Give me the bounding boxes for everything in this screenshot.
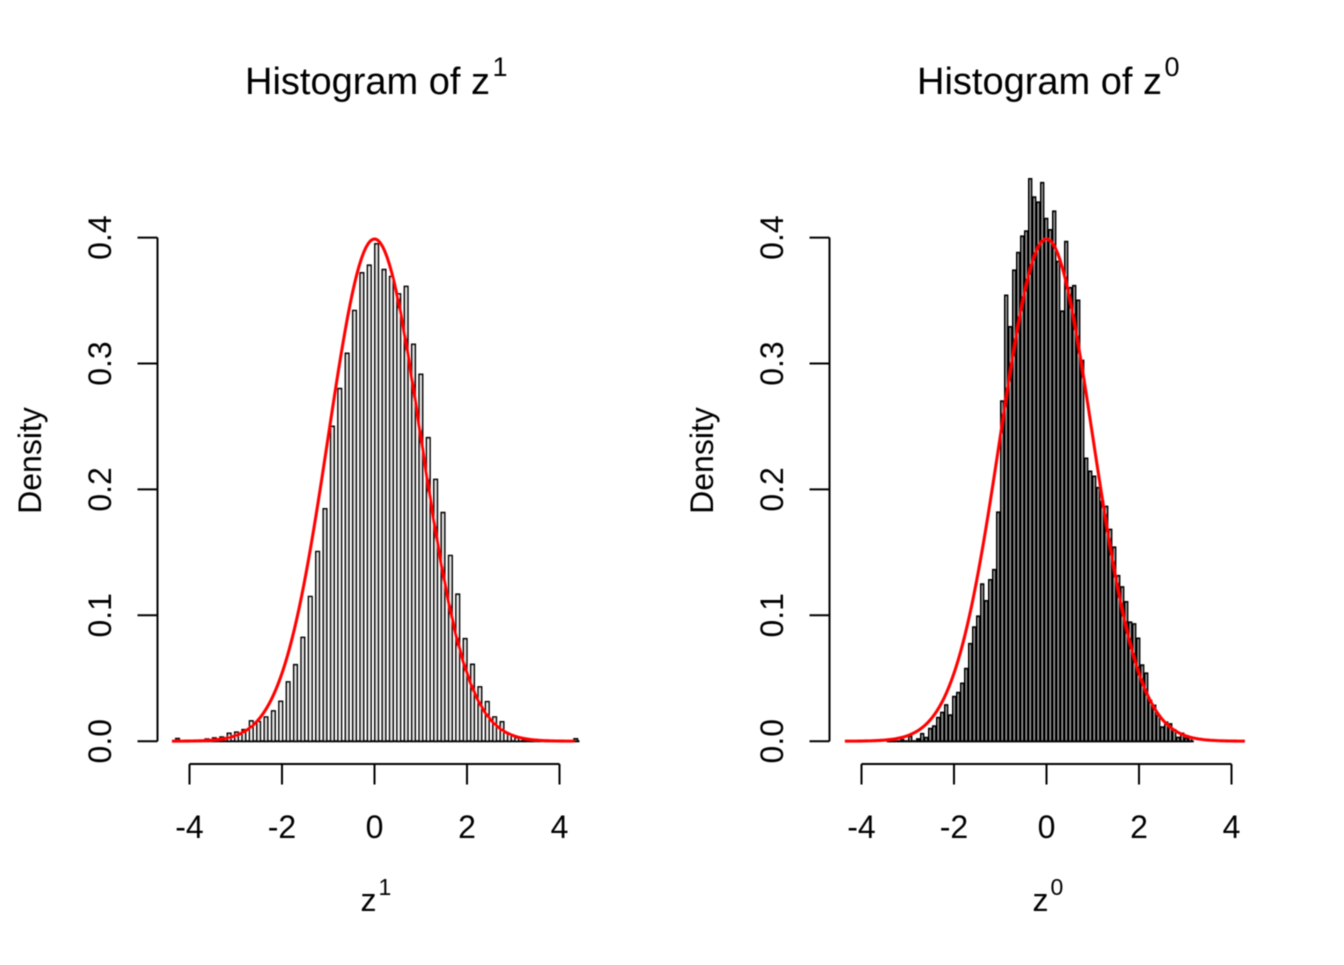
svg-text:2: 2 [458, 809, 476, 845]
svg-text:0.1: 0.1 [754, 593, 790, 637]
svg-text:0.2: 0.2 [754, 467, 790, 511]
svg-text:-4: -4 [847, 809, 875, 845]
svg-text:-2: -2 [268, 809, 296, 845]
svg-text:Histogram of z: Histogram of z [917, 61, 1162, 103]
svg-text:0: 0 [366, 809, 384, 845]
svg-text:-4: -4 [175, 809, 203, 845]
svg-text:0: 0 [1165, 52, 1180, 82]
svg-text:0.3: 0.3 [82, 341, 118, 385]
svg-text:1: 1 [493, 52, 508, 82]
svg-text:0: 0 [1038, 809, 1056, 845]
svg-text:-2: -2 [940, 809, 968, 845]
svg-text:Histogram of z: Histogram of z [245, 61, 490, 103]
svg-text:4: 4 [551, 809, 569, 845]
svg-text:0.2: 0.2 [82, 467, 118, 511]
svg-text:0.1: 0.1 [82, 593, 118, 637]
svg-text:Density: Density [684, 407, 720, 514]
svg-text:z: z [361, 882, 377, 918]
svg-text:0: 0 [1051, 874, 1064, 900]
svg-text:0.4: 0.4 [754, 215, 790, 259]
svg-text:4: 4 [1223, 809, 1241, 845]
svg-text:0.0: 0.0 [82, 719, 118, 763]
svg-text:0.4: 0.4 [82, 215, 118, 259]
svg-text:0.3: 0.3 [754, 341, 790, 385]
svg-text:z: z [1033, 882, 1049, 918]
svg-text:1: 1 [379, 874, 392, 900]
svg-text:2: 2 [1130, 809, 1148, 845]
svg-text:Density: Density [12, 407, 48, 514]
svg-text:0.0: 0.0 [754, 719, 790, 763]
